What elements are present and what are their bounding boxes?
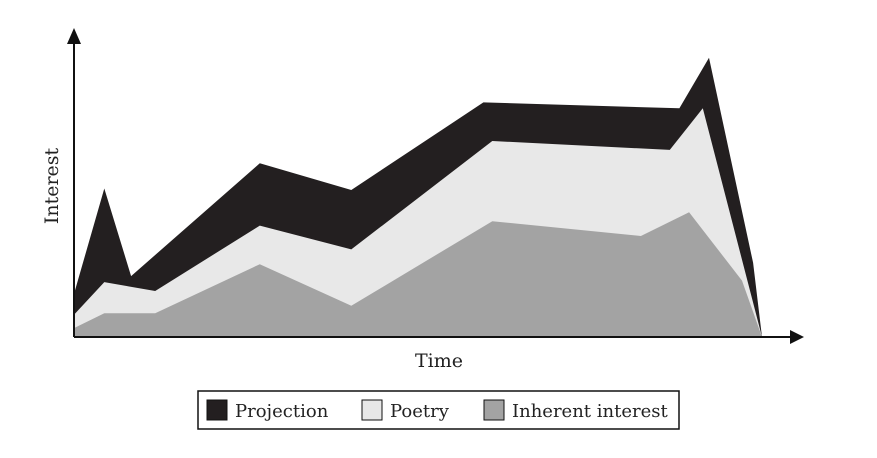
area-series-group: [74, 57, 762, 338]
legend-swatch-inherent-interest: [483, 399, 505, 421]
legend-label-inherent-interest: Inherent interest: [512, 401, 668, 422]
legend-label-poetry: Poetry: [390, 401, 450, 422]
legend: Projection Poetry Inherent interest: [197, 390, 680, 430]
legend-swatch-projection: [206, 399, 228, 421]
y-axis-arrowhead: [67, 28, 81, 44]
area-inherent-interest: [74, 212, 762, 337]
x-axis-title: Time: [415, 350, 463, 372]
legend-swatch-poetry: [361, 399, 383, 421]
legend-label-projection: Projection: [235, 401, 329, 422]
y-axis-title: Interest: [41, 147, 63, 224]
x-axis-arrowhead: [790, 330, 804, 344]
axes: [67, 28, 804, 344]
legend-frame: [197, 390, 680, 430]
